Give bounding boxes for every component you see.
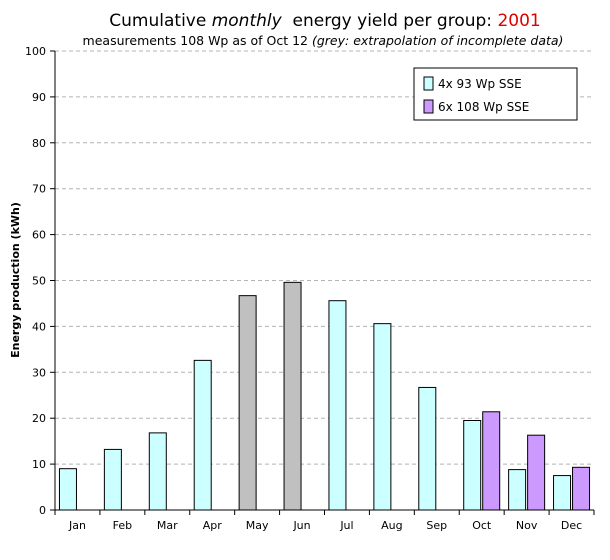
legend-swatch-1 [423, 76, 434, 91]
chart-title-middle: energy yield per group: [282, 11, 498, 31]
x-tick-label: Feb [113, 519, 132, 532]
x-tick-label: Jun [292, 519, 310, 532]
bar-dec-series-1 [553, 475, 572, 511]
y-tick-label: 100 [25, 45, 46, 58]
x-tick-label: Dec [561, 519, 582, 532]
legend-label-2: 6x 108 Wp SSE [438, 100, 529, 114]
x-tick-label: Oct [472, 519, 492, 532]
y-tick-label: 20 [32, 412, 46, 425]
legend-swatch-2 [423, 99, 434, 114]
legend-label-1: 4x 93 Wp SSE [438, 77, 522, 91]
chart-title-year: 2001 [497, 11, 540, 31]
bar-aug-series-1 [373, 323, 392, 511]
chart-title-prefix: Cumulative [109, 11, 211, 31]
bar-jun-series-1 [283, 281, 302, 511]
bar-oct-series-2 [482, 411, 501, 511]
x-tick-label: Mar [157, 519, 178, 532]
bar-may-series-1 [238, 295, 257, 511]
y-tick-label: 10 [32, 458, 46, 471]
y-tick-label: 60 [32, 229, 46, 242]
legend: 4x 93 Wp SSE 6x 108 Wp SSE [413, 67, 578, 121]
x-tick-label: Sep [426, 519, 447, 532]
chart-title-italic: monthly [212, 11, 283, 31]
y-tick-label: 50 [32, 275, 46, 288]
bar-dec-series-2 [572, 466, 591, 511]
x-tick-label: May [246, 519, 269, 532]
y-tick-label: 70 [32, 183, 46, 196]
x-tick-label: Apr [203, 519, 223, 532]
bar-nov-series-1 [508, 469, 527, 511]
bar-mar-series-1 [148, 432, 167, 511]
y-tick-label: 80 [32, 137, 46, 150]
bar-apr-series-1 [193, 359, 212, 511]
bar-sep-series-1 [418, 386, 437, 511]
chart-subtitle: measurements 108 Wp as of Oct 12 (grey: … [83, 33, 564, 48]
chart-title: Cumulative monthly energy yield per grou… [109, 11, 540, 31]
y-tick-label: 40 [32, 320, 46, 333]
chart-subtitle-italic: (grey: extrapolation of incomplete data) [312, 33, 563, 48]
legend-box [413, 67, 578, 121]
bar-jan-series-1 [58, 468, 77, 511]
y-tick-label: 90 [32, 91, 46, 104]
y-tick-label: 30 [32, 366, 46, 379]
x-tick-label: Jan [68, 519, 86, 532]
chart-subtitle-main: measurements 108 Wp as of Oct 12 [83, 33, 312, 48]
y-tick-label: 0 [39, 504, 46, 517]
grid-layer [55, 50, 594, 465]
bar-jul-series-1 [328, 300, 347, 511]
x-tick-label: Aug [381, 519, 402, 532]
x-tick-label: Jul [339, 519, 353, 532]
x-tick-label: Nov [516, 519, 538, 532]
bar-feb-series-1 [103, 448, 122, 511]
bar-nov-series-2 [527, 434, 546, 511]
bars-layer [58, 281, 591, 511]
bar-oct-series-1 [463, 419, 482, 511]
axis-layer: 0 10 20 30 40 50 60 70 80 90 100 Jan Feb Mar Apr May Jun… [25, 45, 595, 532]
y-axis-label: Energy production (kWh) [9, 202, 22, 358]
